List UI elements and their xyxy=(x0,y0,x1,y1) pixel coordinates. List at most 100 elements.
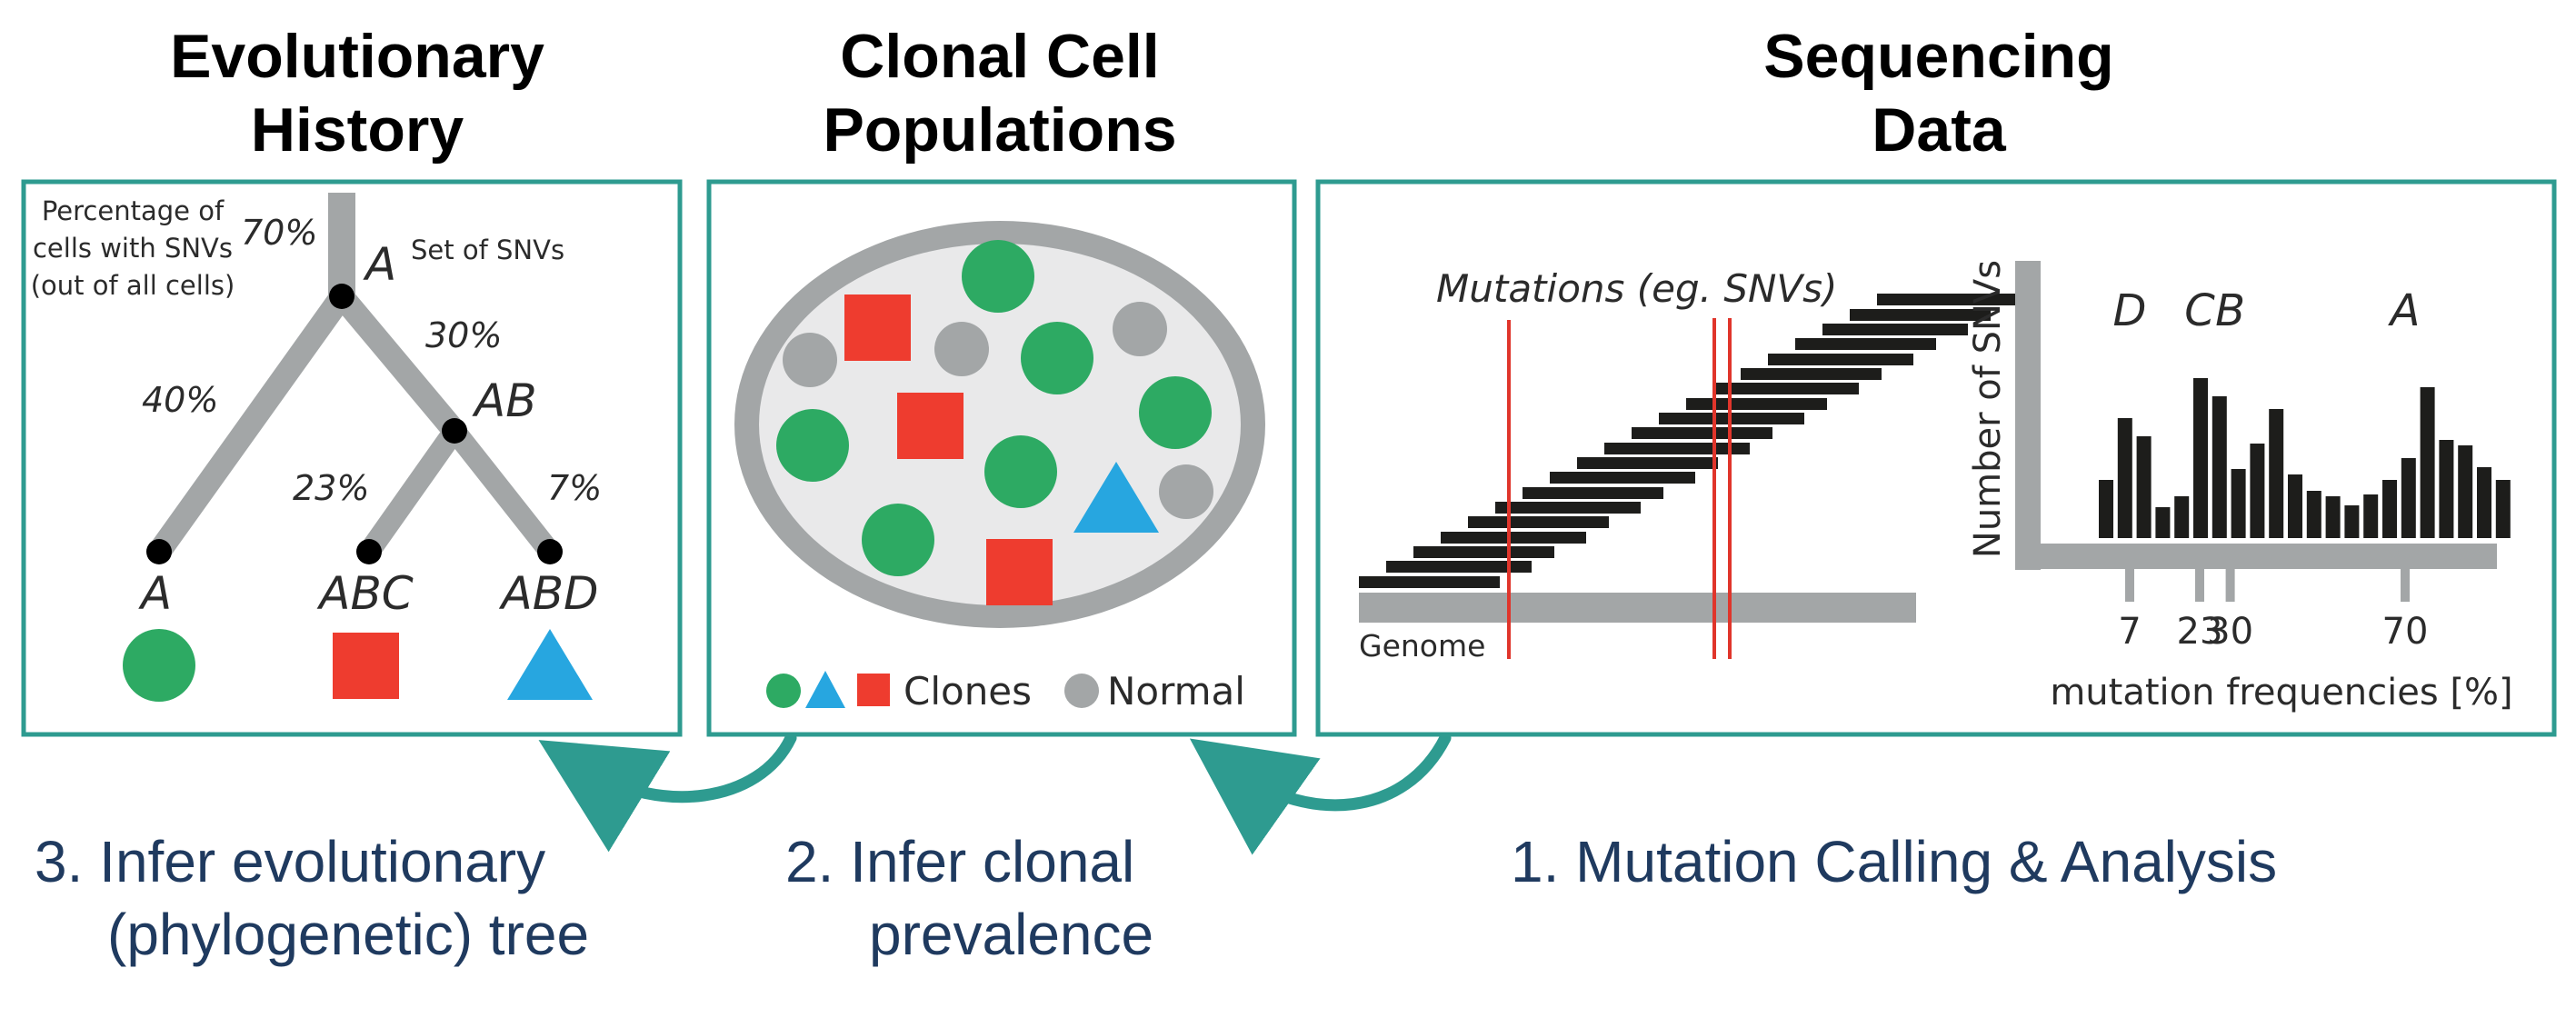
histogram-bar xyxy=(2401,458,2416,538)
histogram-bar xyxy=(2250,444,2265,538)
clone-a-cell xyxy=(962,240,1034,313)
clone-a-cell xyxy=(862,504,934,576)
legend-triangle-icon xyxy=(805,671,845,708)
histogram-x-axis xyxy=(2015,544,2497,569)
node-ab-label: AB xyxy=(472,374,537,427)
read xyxy=(1386,561,1532,573)
branch-abc xyxy=(358,420,465,563)
clone-abc-cell xyxy=(986,539,1053,605)
read xyxy=(1850,309,1991,321)
genome-bar xyxy=(1359,593,1916,623)
node-a-label: A xyxy=(363,238,396,291)
histogram-bar xyxy=(2306,491,2321,538)
clone-abc-cell xyxy=(897,393,964,459)
clone-a-circle-icon xyxy=(123,629,195,702)
histogram-peak-label: D xyxy=(2113,285,2147,336)
pct-root-label: 70% xyxy=(241,213,317,253)
leaf-abc-dot xyxy=(356,539,382,564)
histogram-bar xyxy=(2174,496,2190,538)
clone-legend: Clones Normal xyxy=(766,669,1245,714)
genome-label: Genome xyxy=(1359,628,1485,664)
histogram-peak-label: C xyxy=(2184,285,2215,336)
histogram-bar xyxy=(2099,480,2113,538)
clone-a-cell xyxy=(1021,322,1093,394)
read xyxy=(1713,383,1859,394)
normal-cell xyxy=(1113,302,1167,356)
legend-square-icon xyxy=(857,674,890,706)
step3-label-line2: (phylogenetic) tree xyxy=(107,902,589,967)
read xyxy=(1359,576,1500,588)
histogram-x-axis-label: mutation frequencies [%] xyxy=(2050,672,2512,714)
histogram-bar xyxy=(2325,496,2341,538)
histogram-bar xyxy=(2458,445,2473,538)
histogram-bar xyxy=(2382,480,2397,538)
clone-abd-cell xyxy=(1073,462,1159,533)
mutation-lines xyxy=(1507,318,1732,659)
histogram-tick xyxy=(2401,569,2410,602)
legend-clones-label: Clones xyxy=(904,669,1032,714)
histogram-bar xyxy=(2117,418,2132,538)
clone-a-cell xyxy=(984,435,1057,508)
histogram-bar xyxy=(2212,396,2227,538)
pct-left-label: 40% xyxy=(142,380,218,420)
heading-evolutionary-line2: History xyxy=(251,95,464,165)
histogram-bar xyxy=(2136,436,2152,538)
histogram-bar xyxy=(2363,494,2379,538)
legend-normal-label: Normal xyxy=(1107,669,1245,714)
read xyxy=(1686,398,1827,410)
step3-label-line1: 3. Infer evolutionary xyxy=(35,829,545,894)
normal-cell xyxy=(783,333,837,387)
histogram-bar xyxy=(2269,409,2284,538)
histogram-peak-label: B xyxy=(2215,285,2245,336)
heading-evolutionary-line1: Evolutionary xyxy=(170,22,544,91)
read xyxy=(1495,502,1641,514)
branch-left xyxy=(147,284,354,564)
arrow-to-evolutionary-panel xyxy=(538,732,797,853)
histogram-bar xyxy=(2439,440,2454,538)
histogram-tick-label: 23 xyxy=(2177,611,2223,653)
branch-right xyxy=(330,284,466,443)
pct-right-label: 30% xyxy=(425,315,502,355)
heading-clonal-line1: Clonal Cell xyxy=(840,22,1159,91)
histogram-bar xyxy=(2477,467,2491,538)
pct-abd-label: 7% xyxy=(547,468,602,508)
leaf-a-dot xyxy=(146,539,172,564)
histogram-tick xyxy=(2195,569,2204,602)
histogram-bar xyxy=(2193,378,2208,538)
step1-label: 1. Mutation Calling & Analysis xyxy=(1511,829,2277,894)
branch-abd xyxy=(444,420,561,563)
read xyxy=(1768,354,1913,365)
read xyxy=(1441,532,1586,544)
read xyxy=(1741,368,1882,380)
clone-a-cell xyxy=(1139,376,1212,449)
histogram-y-axis-label: Number of SNVs xyxy=(1967,260,2009,558)
set-of-snvs-label: Set of SNVs xyxy=(411,235,564,265)
histogram-tick-label: 7 xyxy=(2118,611,2141,653)
leaf-abd-dot xyxy=(537,539,563,564)
sequencing-data-panel xyxy=(1315,179,2557,737)
histogram-peak-label: A xyxy=(2388,285,2421,336)
clone-abd-triangle-icon xyxy=(507,629,593,700)
arrow-to-clonal-panel xyxy=(1189,732,1452,855)
clone-abc-square-icon xyxy=(333,633,399,699)
normal-cell xyxy=(934,322,989,376)
read xyxy=(1523,487,1663,499)
heading-clonal-line2: Populations xyxy=(823,95,1176,165)
histogram-bar xyxy=(2495,480,2511,538)
node-a-dot xyxy=(329,284,354,309)
histogram-tick xyxy=(2225,569,2235,602)
node-ab-dot xyxy=(442,418,467,444)
clone-abc-cell xyxy=(844,294,911,361)
read xyxy=(1468,516,1609,528)
read xyxy=(1413,546,1554,558)
step2-label-line2: prevalence xyxy=(869,902,1153,967)
histogram-bar xyxy=(2420,387,2435,538)
clone-a-cell xyxy=(776,409,849,482)
read xyxy=(1795,338,1936,350)
histogram-bar xyxy=(2231,469,2246,538)
step2-label-line1: 2. Infer clonal xyxy=(785,829,1134,894)
read xyxy=(1632,427,1772,439)
histogram-bar xyxy=(2288,474,2302,538)
